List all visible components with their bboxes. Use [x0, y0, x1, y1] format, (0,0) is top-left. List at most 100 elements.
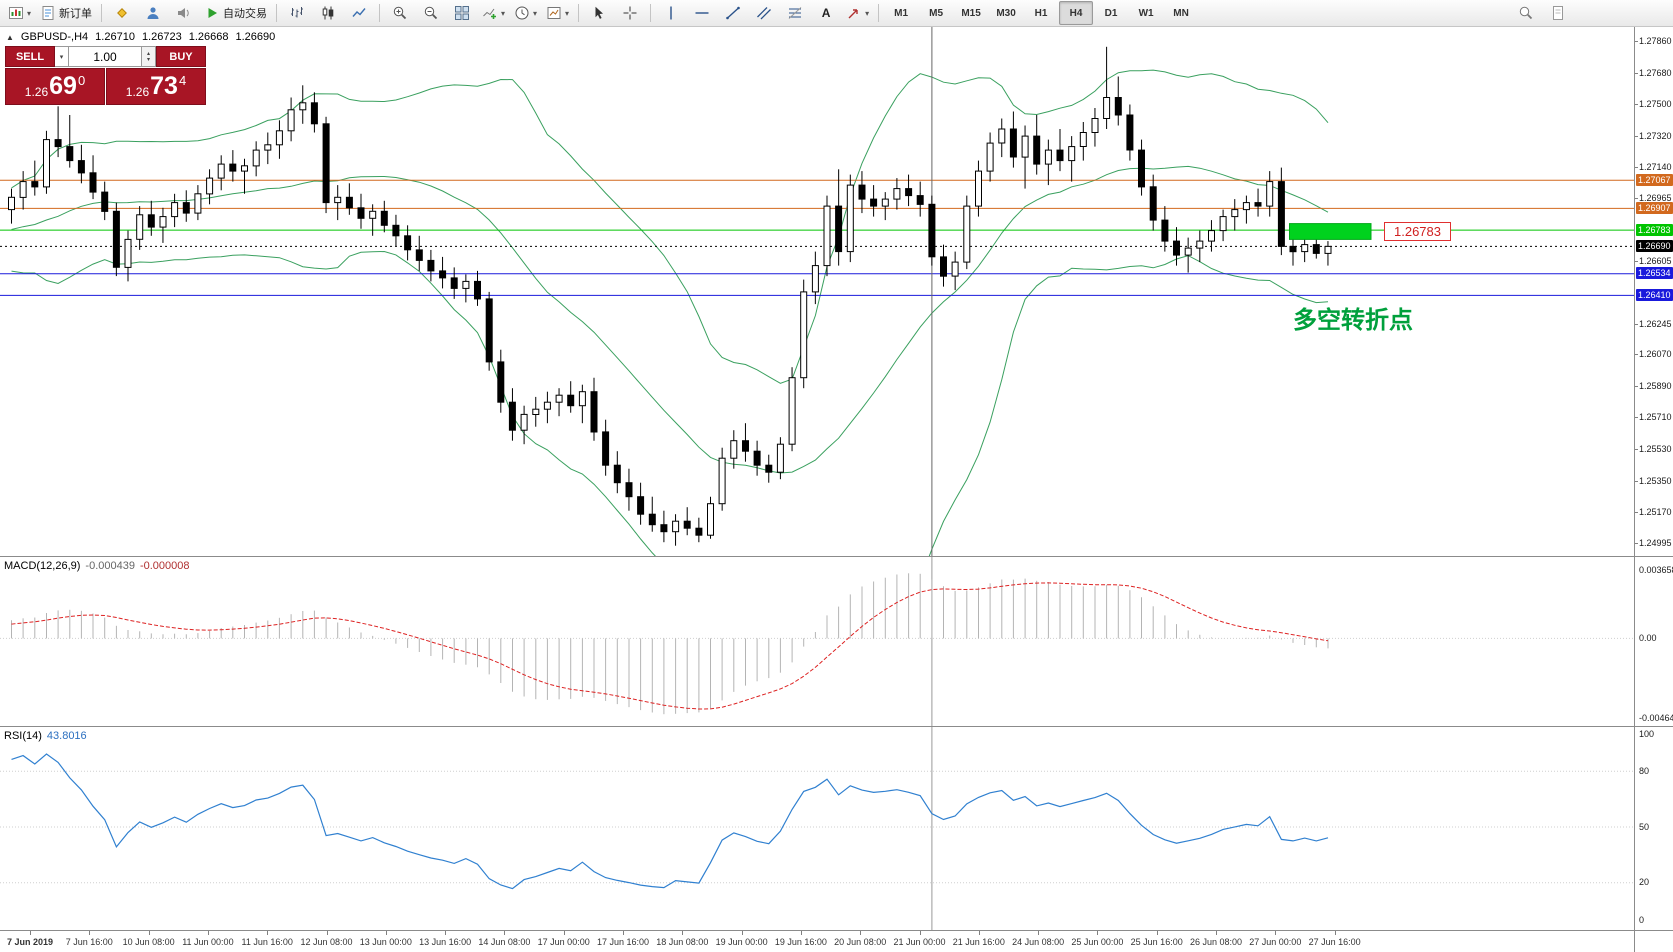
candle-body: [776, 443, 784, 473]
time-tick: [326, 931, 328, 935]
candle-body: [730, 440, 738, 459]
panel-separator[interactable]: [0, 556, 1673, 557]
metaeditor-button[interactable]: [107, 1, 137, 25]
candle-body: [1312, 244, 1320, 254]
tile-windows-button[interactable]: [447, 1, 477, 25]
timeframe-m5[interactable]: M5: [929, 7, 944, 19]
time-label: 27 Jun 00:00: [1249, 937, 1302, 947]
indicators-button[interactable]: ▾: [478, 1, 509, 25]
fibonacci-tool-button[interactable]: [780, 1, 810, 25]
candlestick-mode-button[interactable]: [313, 1, 343, 25]
volume-input[interactable]: 1.00: [69, 46, 142, 67]
toolbar-separator: [878, 4, 880, 22]
volume-spinner[interactable]: ▴ ▾: [142, 46, 156, 67]
candle-body: [823, 205, 831, 267]
new-chart-button[interactable]: ▾: [4, 1, 35, 25]
candle-body: [788, 377, 796, 445]
timeframe-m1[interactable]: M1: [894, 7, 909, 19]
highlight-rectangle[interactable]: [1289, 223, 1372, 240]
candle-body: [800, 291, 808, 379]
time-tick: [1216, 931, 1217, 935]
time-tick: [1334, 931, 1336, 935]
candle-body: [159, 216, 167, 228]
trendline-tool-button[interactable]: [718, 1, 748, 25]
price-tick: [1635, 512, 1638, 513]
price-axis[interactable]: 1.27860 1.27680 1.27500 1.27320 1.27140 1.269…: [1635, 27, 1673, 952]
zoom-out-button[interactable]: [416, 1, 446, 25]
candle-body: [893, 188, 901, 200]
timeframe-h1[interactable]: H1: [1034, 7, 1048, 19]
vertical-line-tool-button[interactable]: [656, 1, 686, 25]
candle-body: [870, 198, 878, 207]
text-tool-button[interactable]: A: [811, 1, 841, 25]
time-label: 21 Jun 00:00: [893, 937, 946, 947]
panel-separator[interactable]: [0, 726, 1673, 727]
auto-trading-button[interactable]: 自动交易: [200, 1, 271, 25]
line-chart-icon: [352, 8, 366, 17]
price-axis-border: [1634, 27, 1635, 952]
price-tag-label[interactable]: 1.26783: [1384, 222, 1451, 241]
time-label: 11 Jun 16:00: [241, 937, 293, 947]
spinner-down-icon: ▾: [146, 56, 150, 63]
annotation-text[interactable]: 多空转折点: [1293, 307, 1413, 334]
price-tick-label: 1.27320: [1639, 130, 1672, 141]
timeframe-group: M1 M5 M15 M30 H1 H4 D1 W1 MN: [884, 1, 1198, 25]
candle-body: [753, 450, 761, 466]
macd-panel[interactable]: [0, 556, 1634, 726]
channel-tool-button[interactable]: [749, 1, 779, 25]
zoom-in-button[interactable]: [385, 1, 415, 25]
candle-body: [742, 440, 749, 452]
candle-body: [89, 172, 97, 193]
price-chart[interactable]: [0, 27, 1634, 556]
time-tick: [89, 931, 91, 935]
candle-body: [252, 149, 260, 167]
timeframe-m30[interactable]: M30: [996, 7, 1016, 19]
market-button[interactable]: [138, 1, 168, 25]
candle-body: [217, 163, 225, 179]
templates-button[interactable]: ▾: [542, 1, 573, 25]
candle-body: [637, 496, 645, 515]
candle-body: [1021, 135, 1029, 158]
arrows-tool-button[interactable]: ▾: [842, 1, 873, 25]
bar-chart-mode-button[interactable]: [282, 1, 312, 25]
sell-button[interactable]: SELL: [5, 46, 55, 67]
horizontal-line-tool-button[interactable]: [687, 1, 717, 25]
timeframe-mn[interactable]: MN: [1173, 7, 1189, 19]
sell-price-button[interactable]: 1.26 69 0: [5, 68, 105, 105]
candle-body: [345, 196, 353, 209]
candle-body: [31, 181, 39, 188]
timeframe-m15[interactable]: M15: [961, 7, 981, 19]
auto-trading-label: 自动交易: [223, 8, 268, 20]
cursor-tool-button[interactable]: [584, 1, 614, 25]
candle-body: [1091, 118, 1099, 133]
search-button[interactable]: [1511, 1, 1541, 25]
collapse-one-click-icon[interactable]: ▲: [6, 32, 14, 42]
candle-body: [881, 198, 889, 207]
buy-price-button[interactable]: 1.26 73 4: [106, 68, 206, 105]
price-level-label: 1.26907: [1636, 201, 1673, 214]
time-label: 18 Jun 08:00: [656, 937, 709, 947]
candle-body: [648, 513, 656, 526]
timeframe-w1[interactable]: W1: [1138, 7, 1154, 19]
candle-body: [1208, 230, 1215, 242]
rsi-panel[interactable]: [0, 726, 1634, 930]
macd-axis-label: 0.003658: [1639, 564, 1673, 575]
price-tick-label: 1.25350: [1639, 475, 1672, 486]
one-click-trading-panel: SELL ▾ 1.00 ▴ ▾ BUY 1.26 69 0 1.26 73 4: [5, 46, 206, 105]
line-chart-mode-button[interactable]: [344, 1, 374, 25]
document-button[interactable]: [1543, 1, 1573, 25]
volume-dropdown[interactable]: ▾: [55, 46, 69, 67]
panel-separator[interactable]: [0, 930, 1673, 931]
macd-signal-line: [11, 582, 1329, 710]
periods-button[interactable]: ▾: [510, 1, 541, 25]
new-order-button[interactable]: 新订单: [36, 1, 96, 25]
timeframe-d1[interactable]: D1: [1104, 7, 1118, 19]
news-button[interactable]: [169, 1, 199, 25]
price-tick-label: 1.25530: [1639, 444, 1672, 454]
crosshair-tool-button[interactable]: [615, 1, 645, 25]
time-label: 11 Jun 00:00: [182, 937, 234, 947]
buy-button[interactable]: BUY: [156, 46, 206, 67]
timeframe-h4[interactable]: H4: [1059, 1, 1094, 25]
candle-body: [846, 184, 854, 253]
time-axis[interactable]: 7 Jun 2019 7 Jun 16:00 10 Jun 08:00 11 Jun …: [0, 931, 1634, 952]
